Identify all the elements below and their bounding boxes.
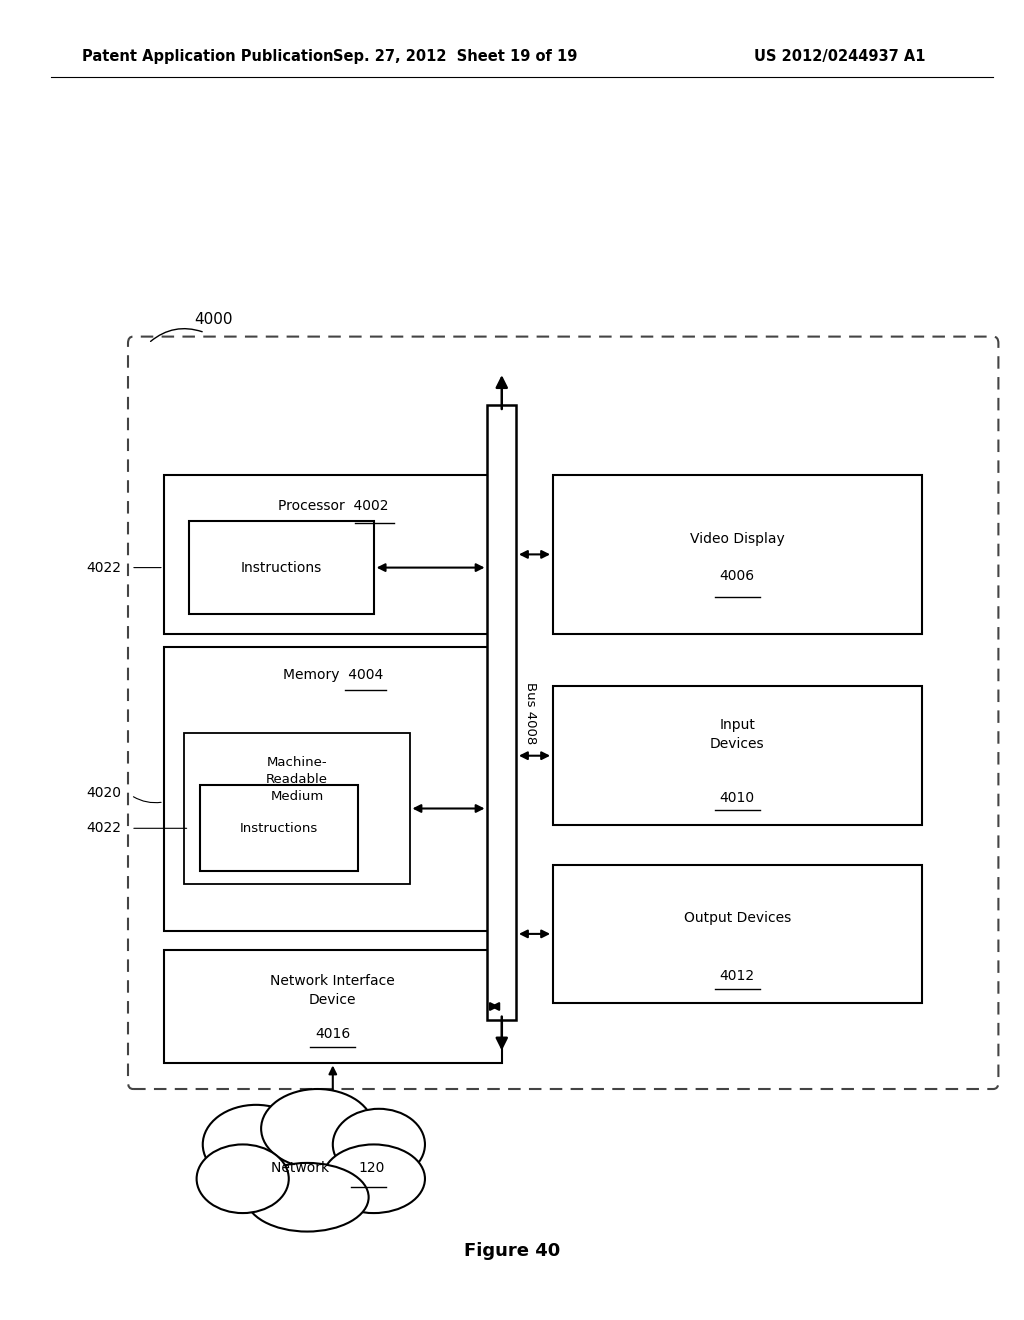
Text: Output Devices: Output Devices: [684, 911, 791, 925]
Ellipse shape: [203, 1105, 309, 1184]
Text: Machine-
Readable
Medium: Machine- Readable Medium: [266, 756, 328, 803]
Text: Figure 40: Figure 40: [464, 1242, 560, 1261]
Text: Patent Application Publication: Patent Application Publication: [82, 49, 334, 65]
Text: Network Interface
Device: Network Interface Device: [270, 974, 395, 1007]
Text: 4016: 4016: [315, 1027, 350, 1041]
Text: 4012: 4012: [720, 969, 755, 983]
Bar: [184, 733, 410, 884]
Text: 120: 120: [358, 1162, 385, 1175]
Bar: [487, 405, 516, 1020]
Ellipse shape: [323, 1144, 425, 1213]
Text: 4000: 4000: [195, 313, 233, 327]
FancyBboxPatch shape: [128, 337, 998, 1089]
Bar: [164, 475, 502, 634]
Text: Instructions: Instructions: [241, 561, 323, 574]
Text: 4022: 4022: [86, 561, 121, 574]
Text: Processor  4002: Processor 4002: [278, 499, 388, 513]
Text: US 2012/0244937 A1: US 2012/0244937 A1: [754, 49, 926, 65]
Text: Video Display: Video Display: [690, 532, 784, 545]
Text: Sep. 27, 2012  Sheet 19 of 19: Sep. 27, 2012 Sheet 19 of 19: [334, 49, 578, 65]
Bar: [553, 865, 922, 1003]
Bar: [200, 785, 358, 871]
Text: Memory  4004: Memory 4004: [283, 668, 383, 682]
Text: 4006: 4006: [720, 569, 755, 582]
Bar: [553, 475, 922, 634]
Text: Instructions: Instructions: [240, 822, 318, 834]
Text: Bus 4008: Bus 4008: [524, 681, 538, 744]
Text: Input
Devices: Input Devices: [710, 718, 765, 751]
Text: 4022: 4022: [86, 821, 121, 836]
Text: 4020: 4020: [86, 785, 121, 800]
Ellipse shape: [333, 1109, 425, 1180]
Bar: [553, 686, 922, 825]
Text: 4010: 4010: [720, 791, 755, 805]
Text: Network: Network: [270, 1162, 334, 1175]
Ellipse shape: [197, 1144, 289, 1213]
Ellipse shape: [261, 1089, 374, 1168]
Bar: [164, 950, 502, 1063]
Bar: [189, 521, 374, 614]
Bar: [164, 647, 502, 931]
Ellipse shape: [246, 1163, 369, 1232]
